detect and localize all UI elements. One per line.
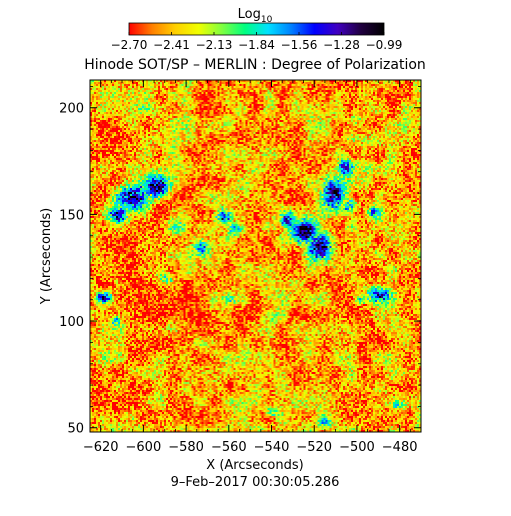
observation-timestamp: 9–Feb–2017 00:30:05.286 xyxy=(171,475,340,490)
plot-area: −620 −600 −580 −560 −540 −520 −500 −480 50 100 15… xyxy=(59,79,422,455)
colorbar-tick-label: −1.56 xyxy=(281,38,318,52)
chart-title: Hinode SOT/SP – MERLIN : Degree of Polar… xyxy=(84,57,426,73)
x-tick-label: −600 xyxy=(126,440,162,455)
colorbar: Log10 −2.70 −2.41 −2.13 −1.84 −1.56 −1.28 −0.9… xyxy=(111,7,403,52)
y-tick-label: 100 xyxy=(59,315,84,330)
colorbar-label-base: Log xyxy=(238,7,261,22)
colorbar-tick-label: −2.13 xyxy=(196,38,233,52)
colorbar-label-sub: 10 xyxy=(261,15,273,25)
x-tick-label: −580 xyxy=(168,440,204,455)
x-axis-ticks: −620 −600 −580 −560 −540 −520 −500 −480 xyxy=(83,80,422,455)
x-tick-label: −500 xyxy=(339,440,375,455)
y-tick-label: 50 xyxy=(67,422,84,437)
x-tick-label: −540 xyxy=(254,440,290,455)
colorbar-label: Log10 xyxy=(238,7,273,25)
y-tick-label: 150 xyxy=(59,208,84,223)
colorbar-tick-label: −2.41 xyxy=(153,38,190,52)
plot-frame xyxy=(89,79,422,433)
colorbar-tick-label: −2.70 xyxy=(111,38,148,52)
y-axis-label: Y (Arcseconds) xyxy=(39,208,54,305)
y-axis-ticks: 50 100 150 200 xyxy=(59,86,421,437)
x-tick-label: −560 xyxy=(211,440,247,455)
colorbar-tick-label: −1.28 xyxy=(323,38,360,52)
colorbar-tick-label: −1.84 xyxy=(238,38,275,52)
heatmap-image xyxy=(90,80,421,432)
colorbar-tick-label: −0.99 xyxy=(366,38,403,52)
y-tick-label: 200 xyxy=(59,102,84,117)
x-tick-label: −620 xyxy=(83,440,119,455)
colorbar-ticks: −2.70 −2.41 −2.13 −1.84 −1.56 −1.28 −0.99 xyxy=(111,32,403,52)
x-tick-label: −480 xyxy=(382,440,418,455)
x-tick-label: −520 xyxy=(296,440,332,455)
x-axis-label: X (Arcseconds) xyxy=(206,458,303,473)
